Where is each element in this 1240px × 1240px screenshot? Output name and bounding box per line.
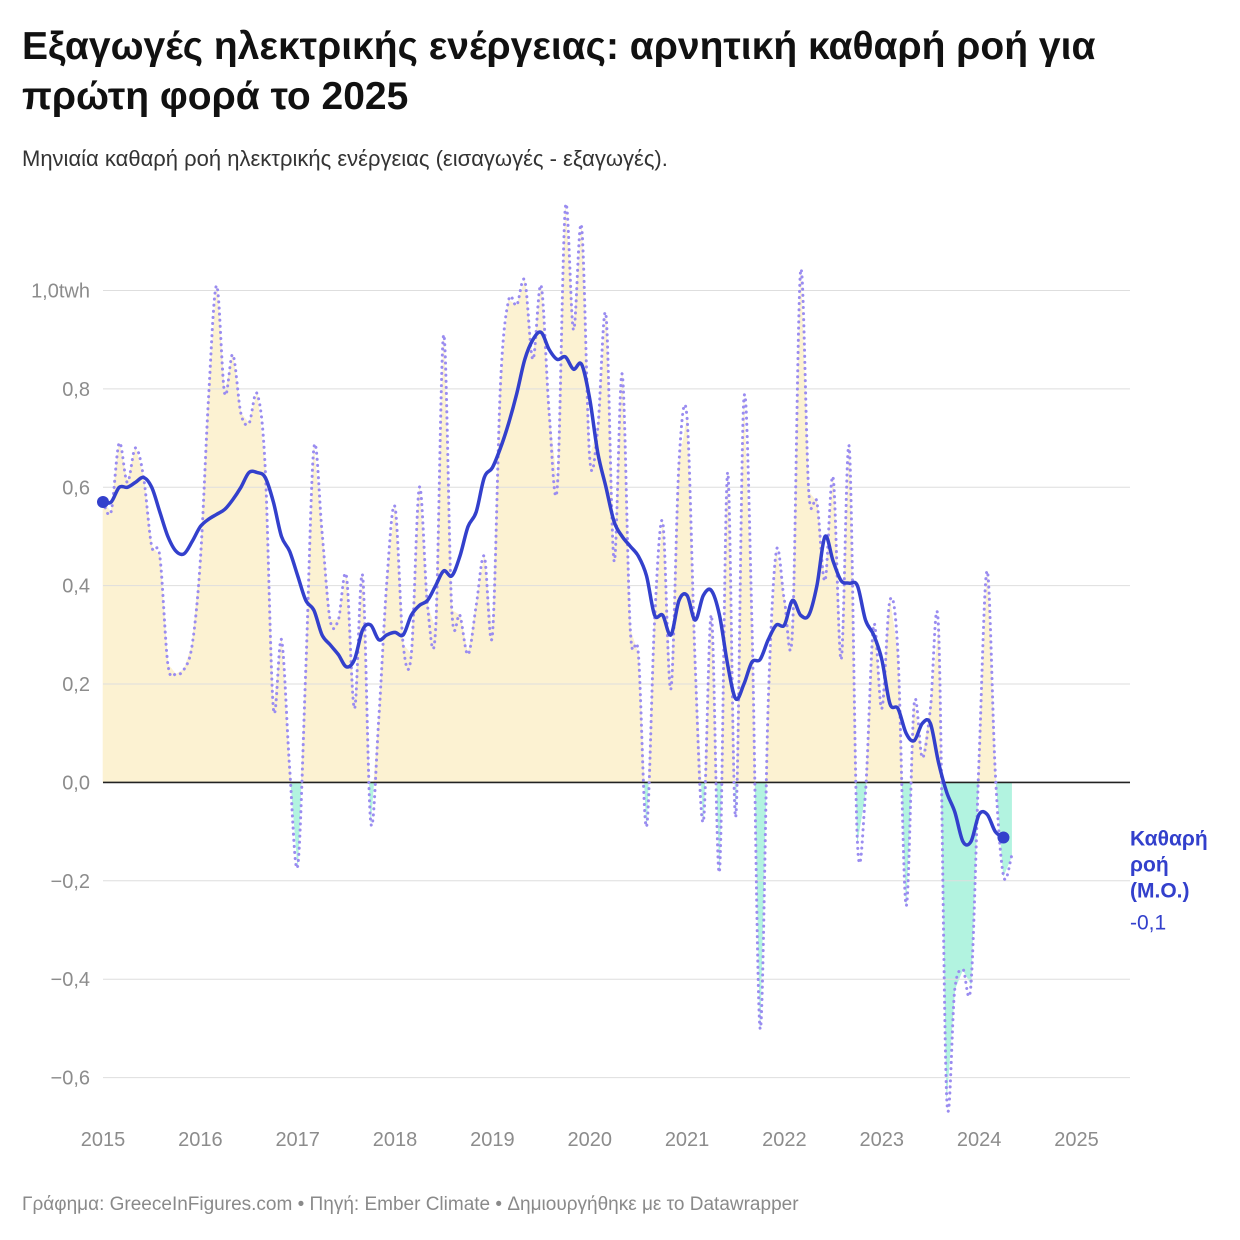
credit-text: Γράφημα: GreeceInFigures.com — [22, 1194, 293, 1215]
positive-area — [135, 447, 144, 783]
x-tick-label: 2022 — [762, 1129, 807, 1151]
end-label-name: (Μ.Ο.) — [1130, 880, 1189, 903]
positive-area — [548, 413, 558, 783]
positive-area — [532, 285, 542, 783]
positive-area — [840, 447, 850, 783]
average-start-point — [97, 496, 109, 509]
positive-area — [224, 354, 234, 783]
positive-area — [508, 299, 517, 783]
average-line — [101, 330, 1006, 847]
positive-area — [500, 300, 509, 783]
monthly-series — [101, 202, 1014, 1113]
x-tick-label: 2025 — [1054, 1129, 1099, 1151]
end-label-name: ροή — [1130, 854, 1169, 877]
y-tick-label: 0,4 — [62, 576, 90, 598]
positive-area — [256, 393, 266, 783]
y-tick-label: 0,6 — [62, 477, 90, 499]
negative-area — [1003, 782, 1012, 877]
positive-area — [248, 393, 258, 783]
chart-subtitle: Μηνιαία καθαρή ροή ηλεκτρικής ενέργειας … — [22, 146, 668, 171]
positive-area — [557, 206, 566, 783]
tool-credit-text: Δημιουργήθηκε με το Datawrapper — [507, 1194, 799, 1215]
positive-area — [589, 428, 599, 783]
average-series — [97, 330, 1010, 847]
monthly-line — [101, 202, 1014, 1113]
y-axis-labels: 1,0twh 0,8 0,6 0,4 0,2 0,0 −0,2 −0,4 −0,6 — [31, 281, 90, 1090]
positive-area — [175, 668, 185, 783]
y-tick-label: 1,0twh — [31, 281, 90, 303]
positive-area — [183, 644, 193, 783]
positive-area — [889, 600, 899, 783]
positive-area — [240, 412, 250, 783]
positive-area — [411, 487, 420, 783]
end-label: Καθαρή ροή (Μ.Ο.) -0,1 — [1130, 828, 1208, 935]
footer-separator: • — [495, 1194, 503, 1215]
y-tick-label: −0,6 — [51, 1068, 90, 1090]
positive-area — [427, 605, 436, 783]
positive-area — [191, 561, 201, 783]
positive-area — [378, 580, 388, 783]
positive-area — [338, 575, 347, 783]
positive-area — [613, 374, 623, 783]
end-label-value: -0,1 — [1130, 912, 1166, 935]
negative-area — [946, 782, 956, 1098]
positive-area — [127, 447, 136, 783]
positive-area — [394, 506, 404, 783]
positive-area — [784, 600, 793, 783]
positive-area — [630, 629, 639, 783]
y-tick-label: −0,2 — [51, 871, 90, 893]
chart-title: Εξαγωγές ηλεκτρικής ενέργειας: αρνητική … — [22, 25, 1096, 118]
positive-area — [118, 442, 128, 783]
x-tick-label: 2023 — [860, 1129, 905, 1151]
positive-area — [102, 501, 112, 783]
x-tick-label: 2024 — [957, 1129, 1002, 1151]
positive-area — [824, 477, 834, 783]
x-tick-label: 2016 — [178, 1129, 223, 1151]
gridlines — [103, 290, 1130, 1079]
x-tick-label: 2017 — [275, 1129, 320, 1151]
positive-area — [143, 477, 152, 783]
positive-area — [792, 270, 801, 783]
positive-area — [386, 506, 396, 783]
source-text: Πηγή: Ember Climate — [309, 1194, 491, 1215]
negative-area — [716, 782, 720, 872]
negative-area — [962, 782, 972, 985]
positive-area — [151, 545, 161, 783]
positive-area — [662, 521, 672, 783]
x-tick-label: 2015 — [81, 1129, 126, 1151]
x-tick-label: 2021 — [665, 1129, 710, 1151]
average-end-point — [997, 831, 1010, 844]
y-tick-label: 0,8 — [62, 379, 90, 401]
positive-area — [581, 226, 590, 783]
positive-area — [736, 398, 745, 783]
negative-area — [719, 782, 722, 872]
positive-area — [167, 663, 177, 783]
positive-area — [743, 398, 753, 783]
x-axis-labels: 2015 2016 2017 2018 2019 2020 2021 2022 2023 2024… — [81, 1129, 1099, 1151]
footer-separator: • — [297, 1194, 305, 1215]
x-tick-label: 2020 — [567, 1129, 612, 1151]
area-fill-layer — [102, 206, 1012, 1098]
negative-area — [905, 782, 912, 906]
y-tick-label: 0,0 — [62, 772, 90, 794]
end-label-name: Καθαρή — [1130, 828, 1208, 851]
positive-area — [605, 315, 615, 783]
positive-area — [232, 354, 242, 783]
positive-area — [216, 285, 225, 783]
x-tick-label: 2019 — [470, 1129, 515, 1151]
positive-area — [540, 285, 550, 783]
positive-area — [484, 556, 493, 783]
y-tick-label: −0,4 — [51, 969, 90, 991]
positive-area — [808, 491, 818, 783]
positive-area — [516, 280, 526, 783]
chart-footer: Γράφημα: GreeceInFigures.com • Πηγή: Emb… — [22, 1194, 799, 1216]
positive-area — [597, 315, 607, 783]
positive-area — [354, 575, 363, 783]
y-tick-label: 0,2 — [62, 674, 90, 696]
positive-area — [565, 206, 574, 783]
positive-area — [451, 609, 461, 783]
x-tick-label: 2018 — [373, 1129, 418, 1151]
